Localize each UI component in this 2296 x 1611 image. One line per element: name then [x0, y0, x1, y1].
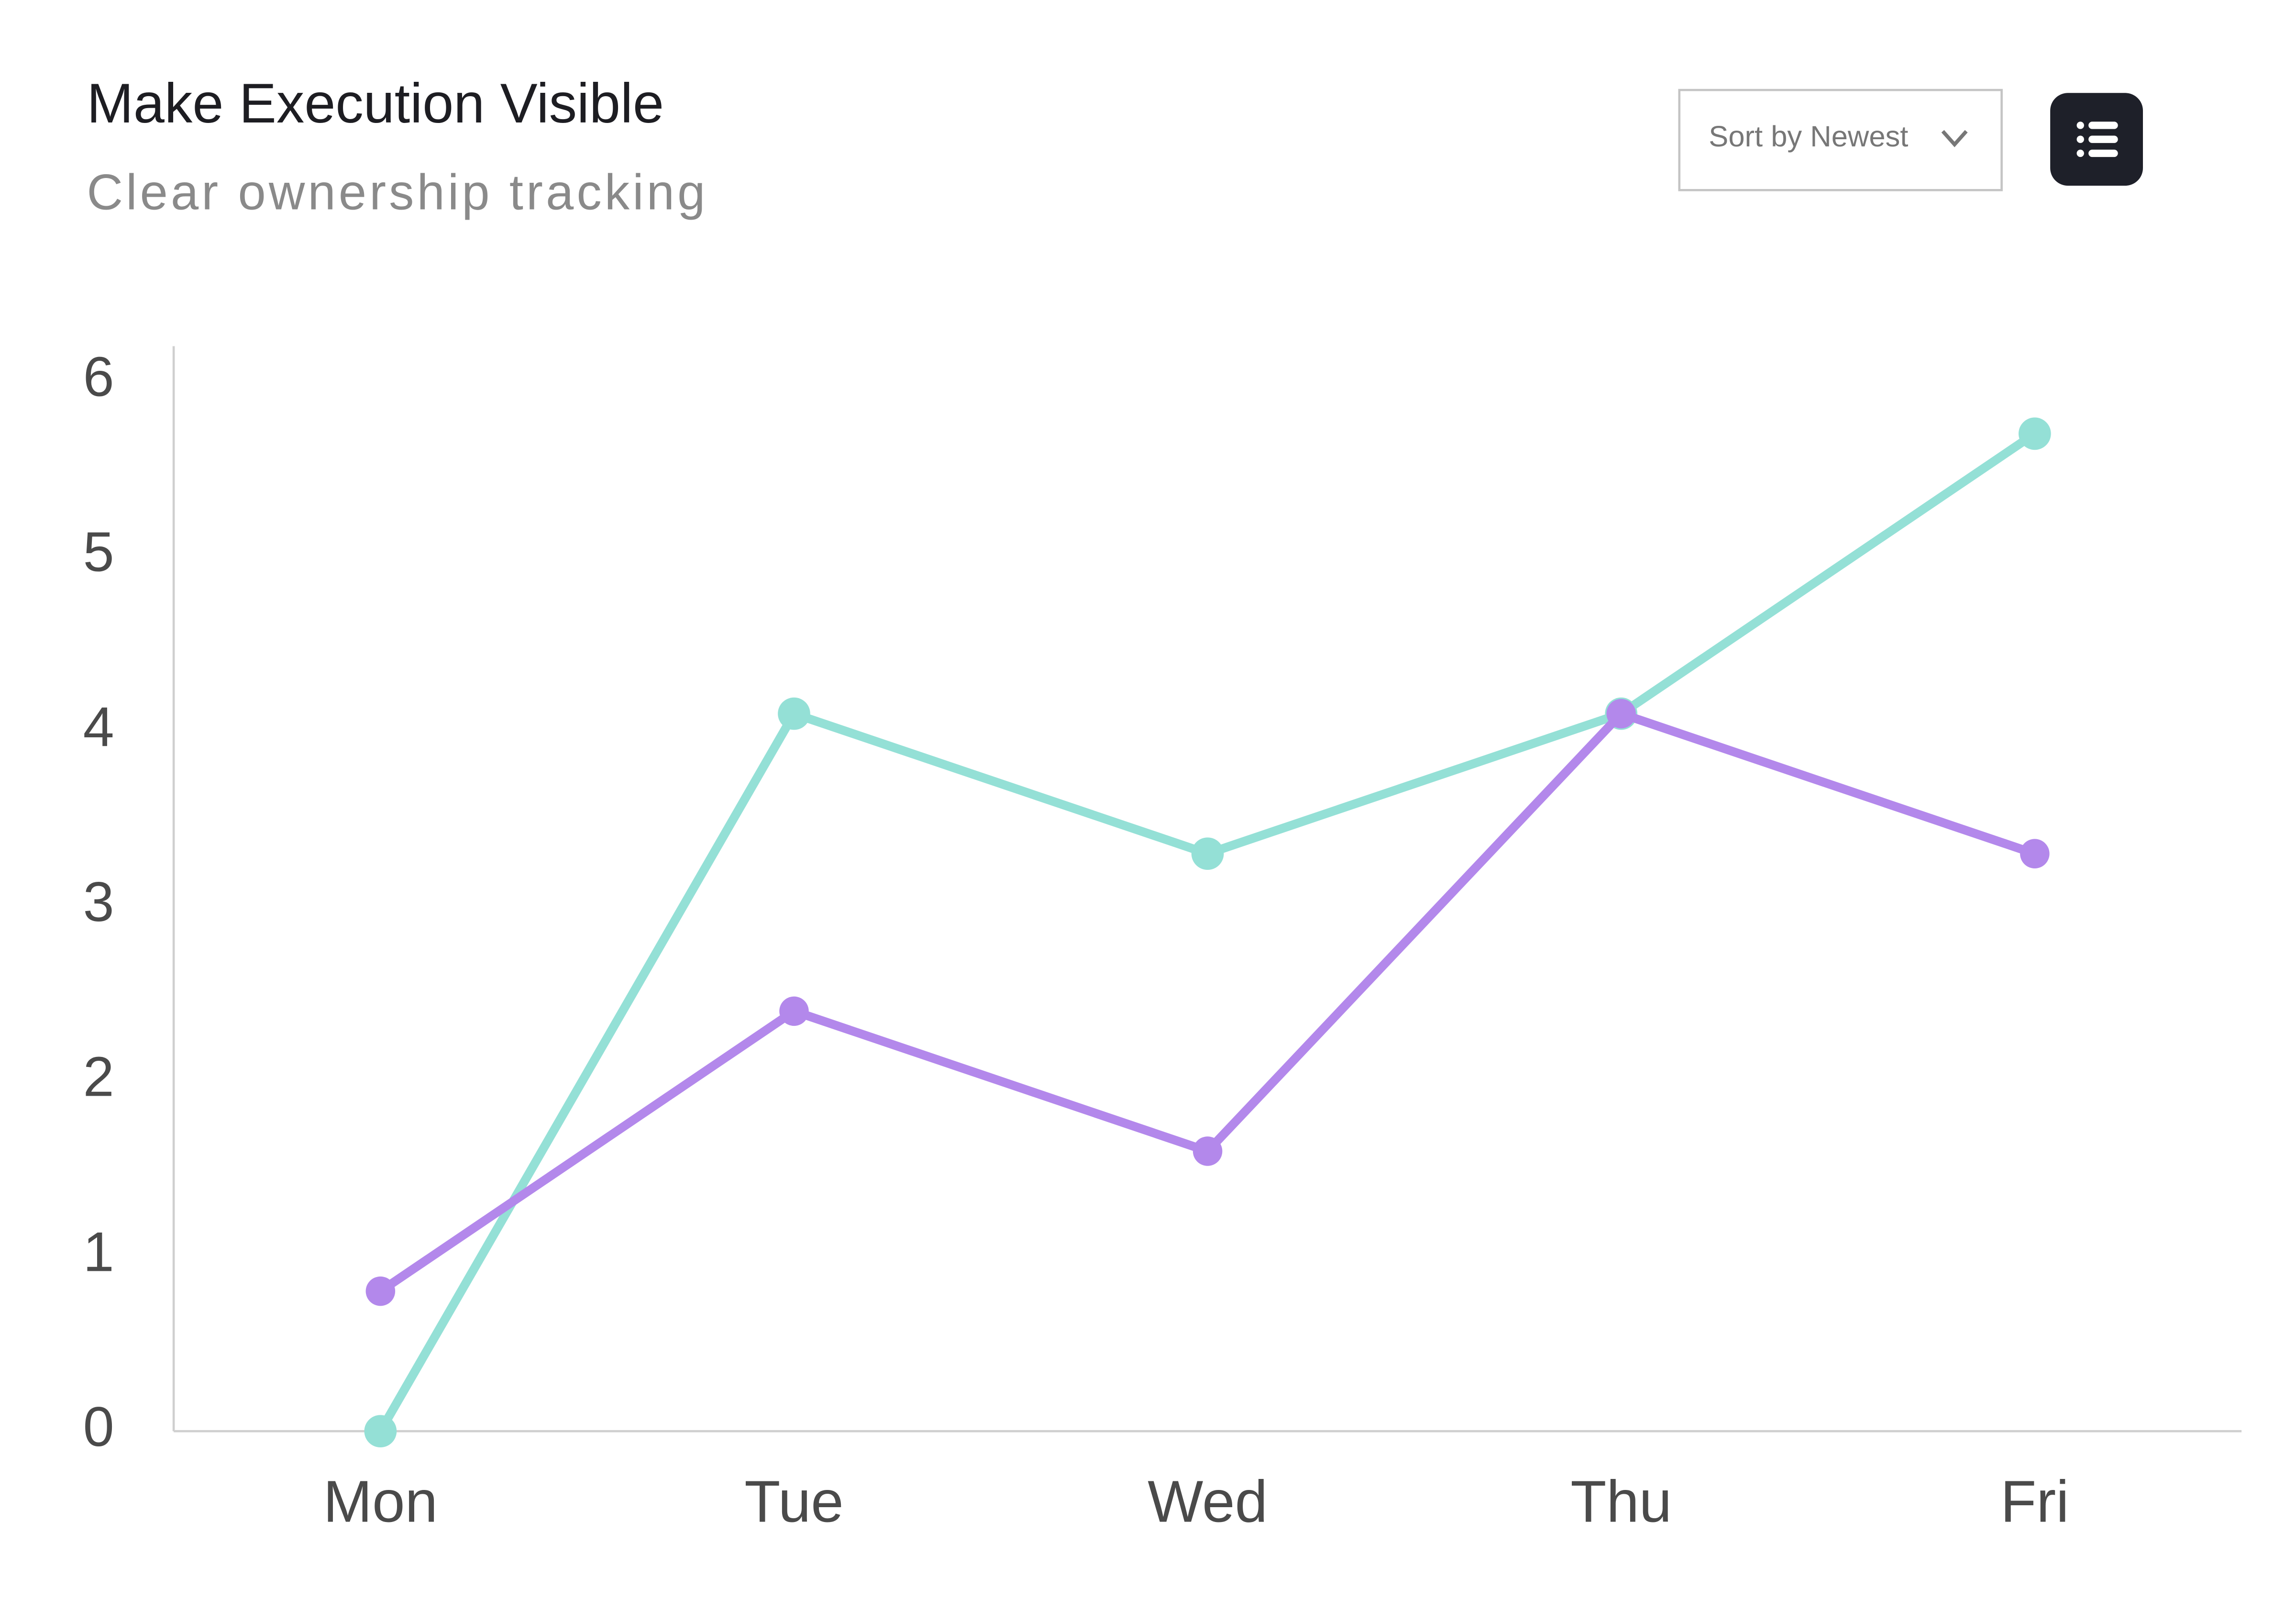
- y-tick-label: 6: [83, 345, 114, 408]
- dropdown-box[interactable]: [1678, 89, 2003, 191]
- x-tick-label: Thu: [1570, 1469, 1672, 1535]
- chart-subtitle: Clear ownership tracking: [87, 164, 708, 220]
- chart-title: Make Execution Visible: [87, 72, 664, 134]
- y-tick-label: 4: [83, 695, 114, 758]
- data-point: [1606, 699, 1636, 729]
- data-point: [779, 996, 809, 1026]
- data-point: [1191, 837, 1224, 870]
- y-tick-label: 1: [83, 1220, 114, 1283]
- y-tick-label: 2: [83, 1045, 114, 1108]
- y-tick-label: 5: [83, 520, 114, 583]
- data-point: [778, 697, 810, 730]
- data-point: [365, 1276, 396, 1306]
- x-tick-label: Wed: [1148, 1469, 1268, 1535]
- y-tick-label: 0: [83, 1395, 114, 1458]
- data-point: [2019, 417, 2051, 450]
- dropdown-label[interactable]: Sort by Newest: [1709, 120, 1908, 153]
- sort-dropdown[interactable]: Sort by Newest: [1678, 89, 2003, 191]
- data-point: [364, 1415, 397, 1448]
- data-point: [2020, 839, 2050, 868]
- data-point: [1192, 1136, 1223, 1166]
- y-tick-label: 3: [83, 870, 114, 933]
- x-tick-label: Fri: [2000, 1469, 2069, 1535]
- list-icon[interactable]: [2076, 122, 2118, 157]
- list-view-button[interactable]: [2050, 93, 2143, 186]
- x-tick-label: Mon: [323, 1469, 438, 1535]
- x-tick-label: Tue: [744, 1469, 844, 1535]
- dropdown-chevron[interactable]: [1941, 130, 1968, 147]
